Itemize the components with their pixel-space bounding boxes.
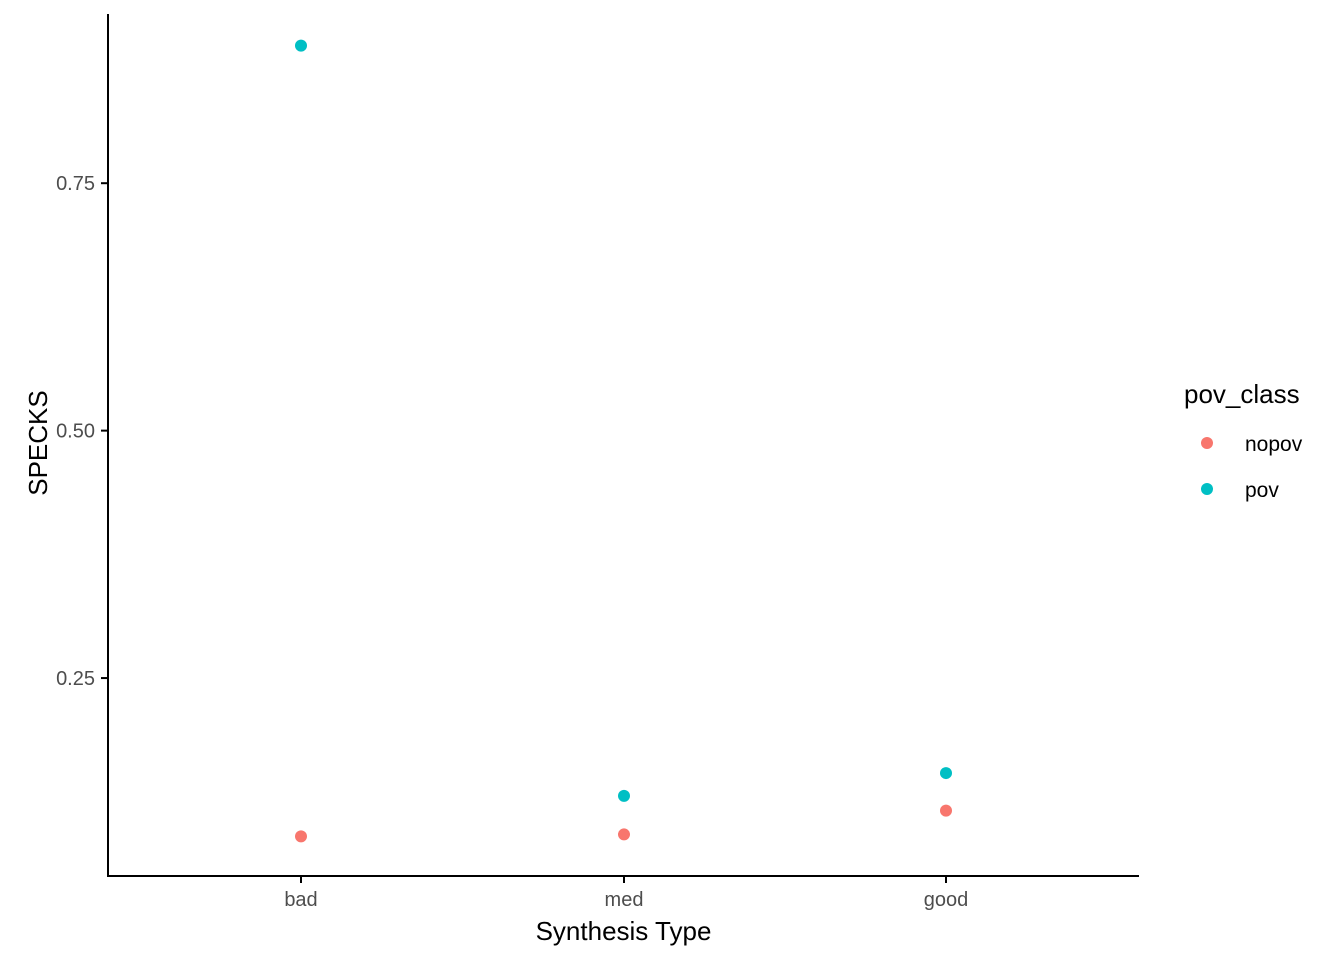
- legend-key-nopov: [1201, 437, 1213, 449]
- x-tick-label: med: [605, 889, 644, 911]
- y-axis-title: SPECKS: [23, 390, 53, 496]
- x-tick-label: good: [924, 889, 969, 911]
- point-pov-med: [618, 789, 630, 802]
- legend: pov_class nopov pov: [1184, 379, 1303, 502]
- x-axis: bad med good: [107, 875, 1139, 911]
- legend-title: pov_class: [1184, 379, 1300, 409]
- plot-area: [295, 39, 952, 843]
- point-nopov-good: [940, 804, 952, 817]
- point-pov-good: [940, 767, 952, 780]
- legend-label-pov: pov: [1245, 479, 1279, 502]
- x-tick-label: bad: [284, 889, 317, 911]
- legend-key-pov: [1201, 483, 1213, 495]
- point-nopov-med: [618, 828, 630, 841]
- point-nopov-bad: [295, 830, 307, 843]
- y-axis: 0.25 0.50 0.75: [56, 14, 109, 876]
- legend-label-nopov: nopov: [1245, 433, 1303, 456]
- x-axis-title: Synthesis Type: [536, 916, 712, 946]
- y-tick-label: 0.50: [56, 421, 95, 443]
- point-pov-bad: [295, 39, 307, 52]
- y-tick-label: 0.75: [56, 173, 95, 195]
- y-tick-label: 0.25: [56, 668, 95, 690]
